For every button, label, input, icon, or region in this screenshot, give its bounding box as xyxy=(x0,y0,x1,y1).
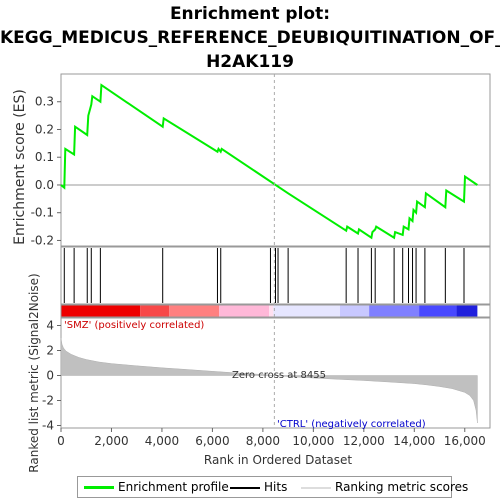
color-bar-segment xyxy=(369,305,420,317)
legend-label-metric: Ranking metric scores xyxy=(335,480,469,494)
color-bar-segment xyxy=(269,305,274,317)
metric-y-tick-label: 4 xyxy=(46,319,54,333)
es-y-tick-label: 0.1 xyxy=(35,150,54,164)
metric-y-tick-label: -2 xyxy=(42,394,54,408)
legend-label-enrichment: Enrichment profile xyxy=(118,480,229,494)
title-line-2: KEGG_MEDICUS_REFERENCE_DEUBIQUITINATION_… xyxy=(0,28,500,48)
x-tick-label: 2,000 xyxy=(94,434,128,448)
x-tick-label: 14,000 xyxy=(393,434,435,448)
metric-y-tick-label: -4 xyxy=(42,419,54,433)
x-tick-label: 12,000 xyxy=(343,434,385,448)
legend-item-metric: Ranking metric scores xyxy=(301,479,468,495)
metric-y-axis-label: Ranked list metric (Signal2Noise) xyxy=(27,273,41,472)
positive-correlation-label: 'SMZ' (positively correlated) xyxy=(64,320,204,331)
x-tick-label: 16,000 xyxy=(444,434,486,448)
x-axis-label: Rank in Ordered Dataset xyxy=(204,453,352,467)
es-panel: -0.2 -0.1 0.0 0.1 0.2 0.3 xyxy=(31,73,491,247)
color-bar-segment xyxy=(140,305,170,317)
legend-swatch-hits xyxy=(230,486,260,489)
es-y-tick-label: -0.2 xyxy=(31,233,54,247)
x-axis: 0 2,000 4,000 6,000 8,000 10,000 12,000 14,000 1… xyxy=(57,428,486,448)
legend-label-hits: Hits xyxy=(264,480,288,494)
color-bar-segment xyxy=(169,305,220,317)
es-y-tick-label: 0.0 xyxy=(35,178,54,192)
title-line-3: H2AK119 xyxy=(206,52,294,72)
es-y-tick-label: 0.2 xyxy=(35,122,54,136)
color-bar-segment xyxy=(339,305,370,317)
negative-correlation-label: 'CTRL' (negatively correlated) xyxy=(277,419,426,430)
es-y-axis-label: Enrichment score (ES) xyxy=(12,89,28,245)
es-plot-area xyxy=(60,73,491,247)
title-line-1: Enrichment plot: xyxy=(169,4,331,24)
color-bar-segment xyxy=(61,305,141,317)
metric-y-tick-label: 2 xyxy=(46,344,54,358)
legend: Enrichment profile Hits Ranking metric s… xyxy=(77,476,468,498)
legend-item-enrichment: Enrichment profile xyxy=(84,479,229,495)
color-bar-frame xyxy=(60,304,491,318)
zero-cross-label: Zero cross at 8455 xyxy=(232,370,326,381)
x-tick-label: 10,000 xyxy=(292,434,334,448)
metric-y-tick-label: 0 xyxy=(46,369,54,383)
es-y-tick-label: 0.3 xyxy=(35,95,54,109)
color-bar-segment xyxy=(419,305,457,317)
chart-title: Enrichment plot: KEGG_MEDICUS_REFERENCE_… xyxy=(0,2,500,74)
legend-swatch-enrichment xyxy=(84,486,114,489)
enrichment-profile-line xyxy=(60,83,478,240)
x-tick-label: 0 xyxy=(57,434,65,448)
x-tick-label: 4,000 xyxy=(145,434,179,448)
ranked-metric-panel: -4 -2 0 2 4 xyxy=(42,74,491,433)
x-tick-label: 6,000 xyxy=(195,434,229,448)
color-bar-segment xyxy=(219,305,270,317)
color-bar-segment xyxy=(273,305,340,317)
color-bar-panel xyxy=(60,304,491,318)
x-tick-label: 8,000 xyxy=(246,434,280,448)
es-y-tick-label: -0.1 xyxy=(31,206,54,220)
legend-item-hits: Hits xyxy=(230,479,287,495)
color-bar-segment xyxy=(456,305,478,317)
hits-panel xyxy=(60,246,491,305)
legend-swatch-metric xyxy=(301,486,331,489)
